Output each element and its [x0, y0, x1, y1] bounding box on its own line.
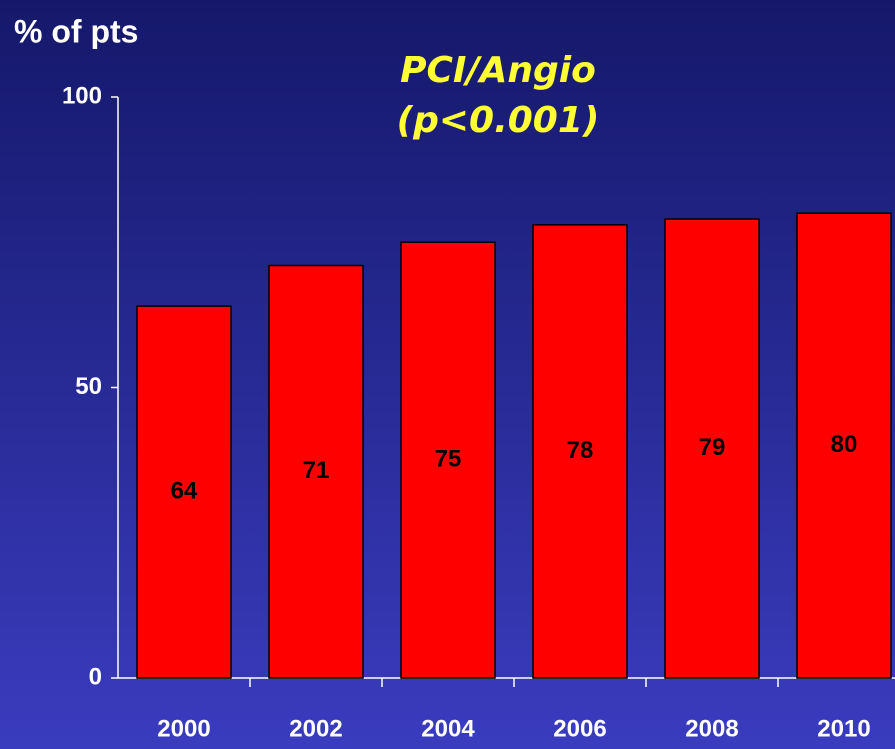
- y-tick-label: 100: [62, 82, 102, 109]
- value-label: 78: [567, 437, 594, 464]
- chart-subtitle: (p<0.001): [397, 100, 600, 141]
- bar: [400, 241, 496, 679]
- y-tick-label: 0: [89, 663, 102, 690]
- x-tick-label: 2006: [553, 715, 606, 742]
- y-axis-label: % of pts: [14, 13, 138, 49]
- x-tick-label: 2000: [157, 715, 210, 742]
- y-tick-label: 50: [75, 373, 102, 400]
- bar: [664, 218, 760, 679]
- x-tick-label: 2004: [421, 715, 475, 742]
- bar: [136, 305, 232, 679]
- x-tick-label: 2008: [685, 715, 738, 742]
- value-label: 79: [699, 434, 726, 461]
- value-label: 80: [831, 431, 858, 458]
- bar: [268, 264, 364, 679]
- bar: [796, 212, 892, 679]
- value-label: 75: [435, 445, 462, 472]
- x-tick-label: 2002: [289, 715, 342, 742]
- value-label: 71: [303, 457, 330, 484]
- bar: [532, 224, 628, 679]
- value-label: 64: [171, 477, 198, 504]
- chart-title: PCI/Angio: [400, 50, 596, 91]
- x-tick-label: 2010: [817, 715, 870, 742]
